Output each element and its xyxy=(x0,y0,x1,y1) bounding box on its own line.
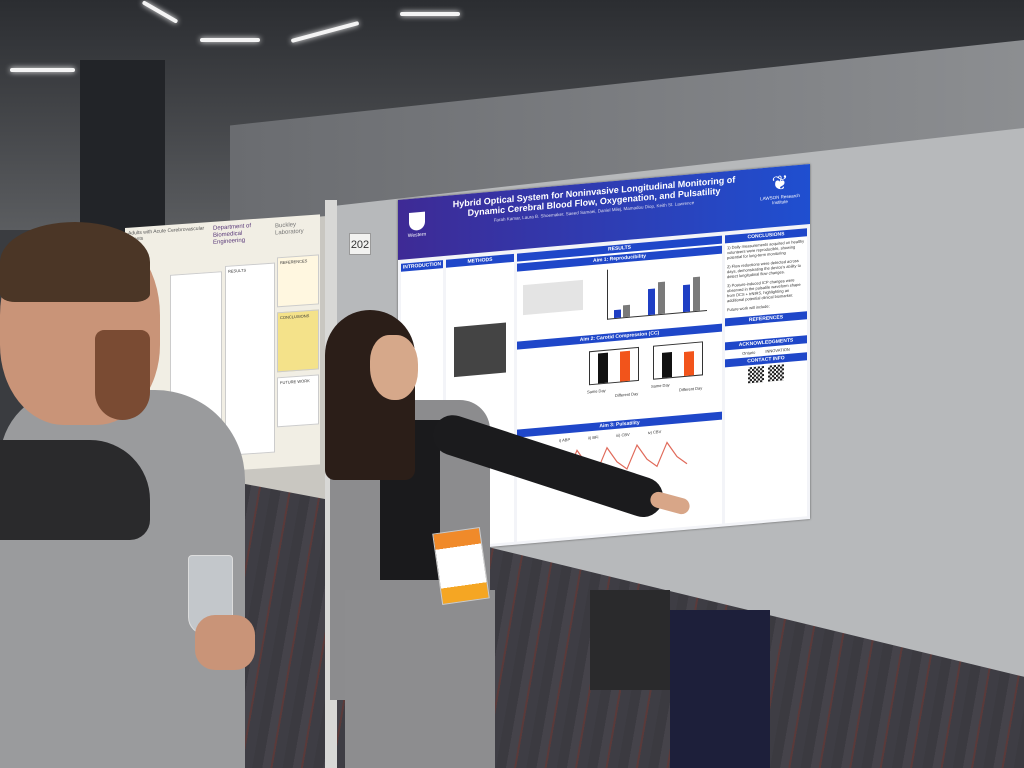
left-poster-lab: Buckley Laboratory xyxy=(275,222,304,237)
conclusions-column: CONCLUSIONS 1) Daily measurements acquir… xyxy=(725,228,807,524)
name-badge xyxy=(432,527,490,605)
left-poster-column: REFERENCES xyxy=(277,254,319,308)
bar xyxy=(620,350,630,382)
bar xyxy=(648,288,655,316)
axis-label: Same Day xyxy=(587,387,606,395)
attendee-backpack-strap xyxy=(0,440,150,540)
panel-label: iii) CBV xyxy=(616,431,630,438)
shield-icon xyxy=(409,211,425,232)
panel-label: i) ABP xyxy=(559,436,571,443)
left-poster-column: RESULTS xyxy=(225,262,275,457)
bar xyxy=(662,352,672,378)
section-heading: CONCLUSIONS xyxy=(280,313,310,321)
section-heading: METHODS xyxy=(446,253,514,268)
bar xyxy=(683,284,690,313)
bar xyxy=(658,281,665,315)
presenter-face xyxy=(370,335,418,400)
logo-text: Western xyxy=(407,231,427,240)
attendee-hand xyxy=(195,615,255,670)
axis-label: Different Day xyxy=(615,390,639,399)
section-heading: REFERENCES xyxy=(280,258,308,266)
ceiling-light xyxy=(200,38,260,42)
aim1-bar-chart xyxy=(607,260,707,320)
left-poster-column: FUTURE WORK xyxy=(277,374,319,428)
section-heading: INTRODUCTION xyxy=(401,260,443,272)
bar xyxy=(684,351,694,376)
section-heading: FUTURE WORK xyxy=(280,378,310,386)
person-legs xyxy=(670,610,770,768)
booth-number: 202 xyxy=(349,233,371,255)
attendee-beard xyxy=(95,330,150,420)
demographics-table xyxy=(523,279,583,316)
bar xyxy=(693,276,700,312)
bar xyxy=(598,352,608,384)
axis-label: Different Day xyxy=(679,385,703,393)
left-poster-department: Department of Biomedical Engineering xyxy=(213,223,252,246)
qr-code-icon xyxy=(748,365,764,384)
device-photo xyxy=(454,322,506,378)
ceiling-light xyxy=(10,68,75,72)
attendee-hair xyxy=(0,222,150,302)
left-poster-title: Adults with Acute Cerebrovascular Events xyxy=(128,225,205,242)
aim2-bar-chart xyxy=(653,341,703,380)
panel-label: iv) CBV xyxy=(647,428,662,436)
panel-label: ii) BFi xyxy=(588,434,599,441)
presenter-trousers xyxy=(345,590,495,768)
aim2-bar-chart xyxy=(589,346,639,386)
axis-label: Same Day xyxy=(651,382,670,389)
lawson-logo: ❦ LAWSON Research Institute xyxy=(756,170,804,206)
person-legs xyxy=(590,590,670,690)
bar xyxy=(623,304,630,318)
section-heading: RESULTS xyxy=(228,267,247,274)
bar xyxy=(614,309,621,319)
ceiling-light xyxy=(400,12,460,16)
left-poster-column: CONCLUSIONS xyxy=(277,309,319,373)
qr-code-icon xyxy=(768,364,784,382)
western-logo: Western xyxy=(402,211,432,240)
